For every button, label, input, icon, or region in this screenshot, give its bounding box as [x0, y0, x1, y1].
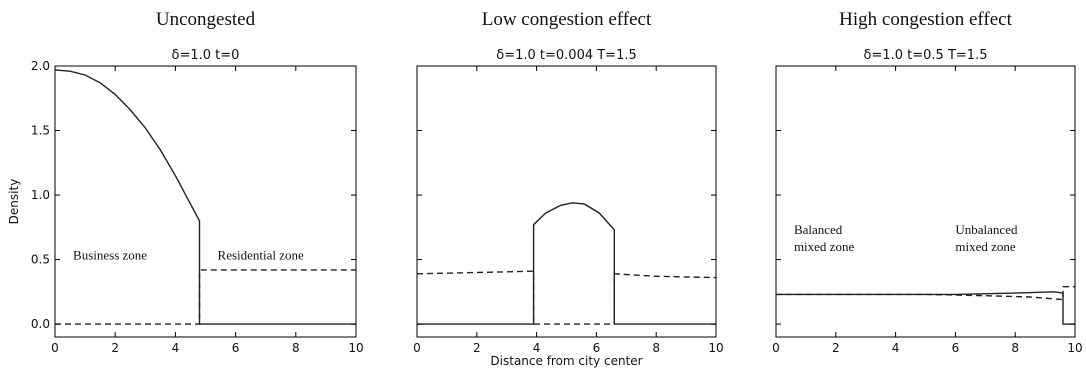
zone-annotation: Unbalanced	[955, 222, 1018, 237]
x-tick-label: 0	[51, 341, 59, 355]
solid-series-line	[54, 69, 356, 325]
x-tick-label: 0	[772, 341, 780, 355]
panel-heading: High congestion effect	[839, 9, 1012, 30]
dashed-series-line	[416, 270, 717, 325]
solid-series-line	[417, 202, 716, 325]
x-tick-label: 4	[892, 341, 900, 355]
x-tick-label: 2	[832, 341, 840, 355]
x-tick-label: 2	[111, 341, 119, 355]
x-tick-label: 8	[1011, 341, 1019, 355]
zone-annotation: Business zone	[73, 248, 147, 263]
zone-annotation: mixed zone	[955, 239, 1016, 254]
x-tick-label: 10	[348, 341, 363, 355]
x-tick-label: 6	[232, 341, 240, 355]
panel-heading: Uncongested	[156, 9, 256, 30]
x-tick-label: 4	[172, 341, 180, 355]
zone-annotation: Residential zone	[218, 248, 305, 263]
y-tick-label: 1.5	[31, 124, 50, 138]
panel-title: δ=1.0 t=0.004 T=1.5	[496, 48, 637, 63]
y-tick-label: 0.5	[31, 253, 50, 267]
solid-series-line	[776, 291, 1075, 325]
x-tick-label: 10	[1067, 341, 1082, 355]
panel-title: δ=1.0 t=0	[172, 48, 240, 63]
x-tick-label: 2	[473, 341, 481, 355]
y-tick-label: 1.0	[31, 188, 50, 202]
panel-title: δ=1.0 t=0.5 T=1.5	[864, 48, 988, 63]
plot-frame	[54, 65, 357, 338]
y-tick-label: 2.0	[31, 59, 50, 73]
x-tick-label: 4	[533, 341, 541, 355]
x-axis-label: Distance from city center	[490, 354, 642, 368]
zone-annotation: mixed zone	[794, 239, 855, 254]
y-axis-label: Density	[7, 179, 21, 225]
x-tick-label: 8	[652, 341, 660, 355]
dashed-series-line	[55, 269, 356, 325]
zone-annotation: Balanced	[794, 222, 843, 237]
plot-frame	[416, 65, 717, 338]
y-tick-label: 0.0	[31, 317, 50, 331]
plot-frame	[775, 65, 1076, 338]
panel-heading: Low congestion effect	[482, 9, 652, 30]
x-tick-label: 0	[413, 341, 421, 355]
x-tick-label: 6	[593, 341, 601, 355]
x-tick-label: 8	[292, 341, 300, 355]
dashed-series-line	[776, 286, 1075, 301]
x-tick-label: 10	[708, 341, 723, 355]
x-tick-label: 6	[952, 341, 960, 355]
